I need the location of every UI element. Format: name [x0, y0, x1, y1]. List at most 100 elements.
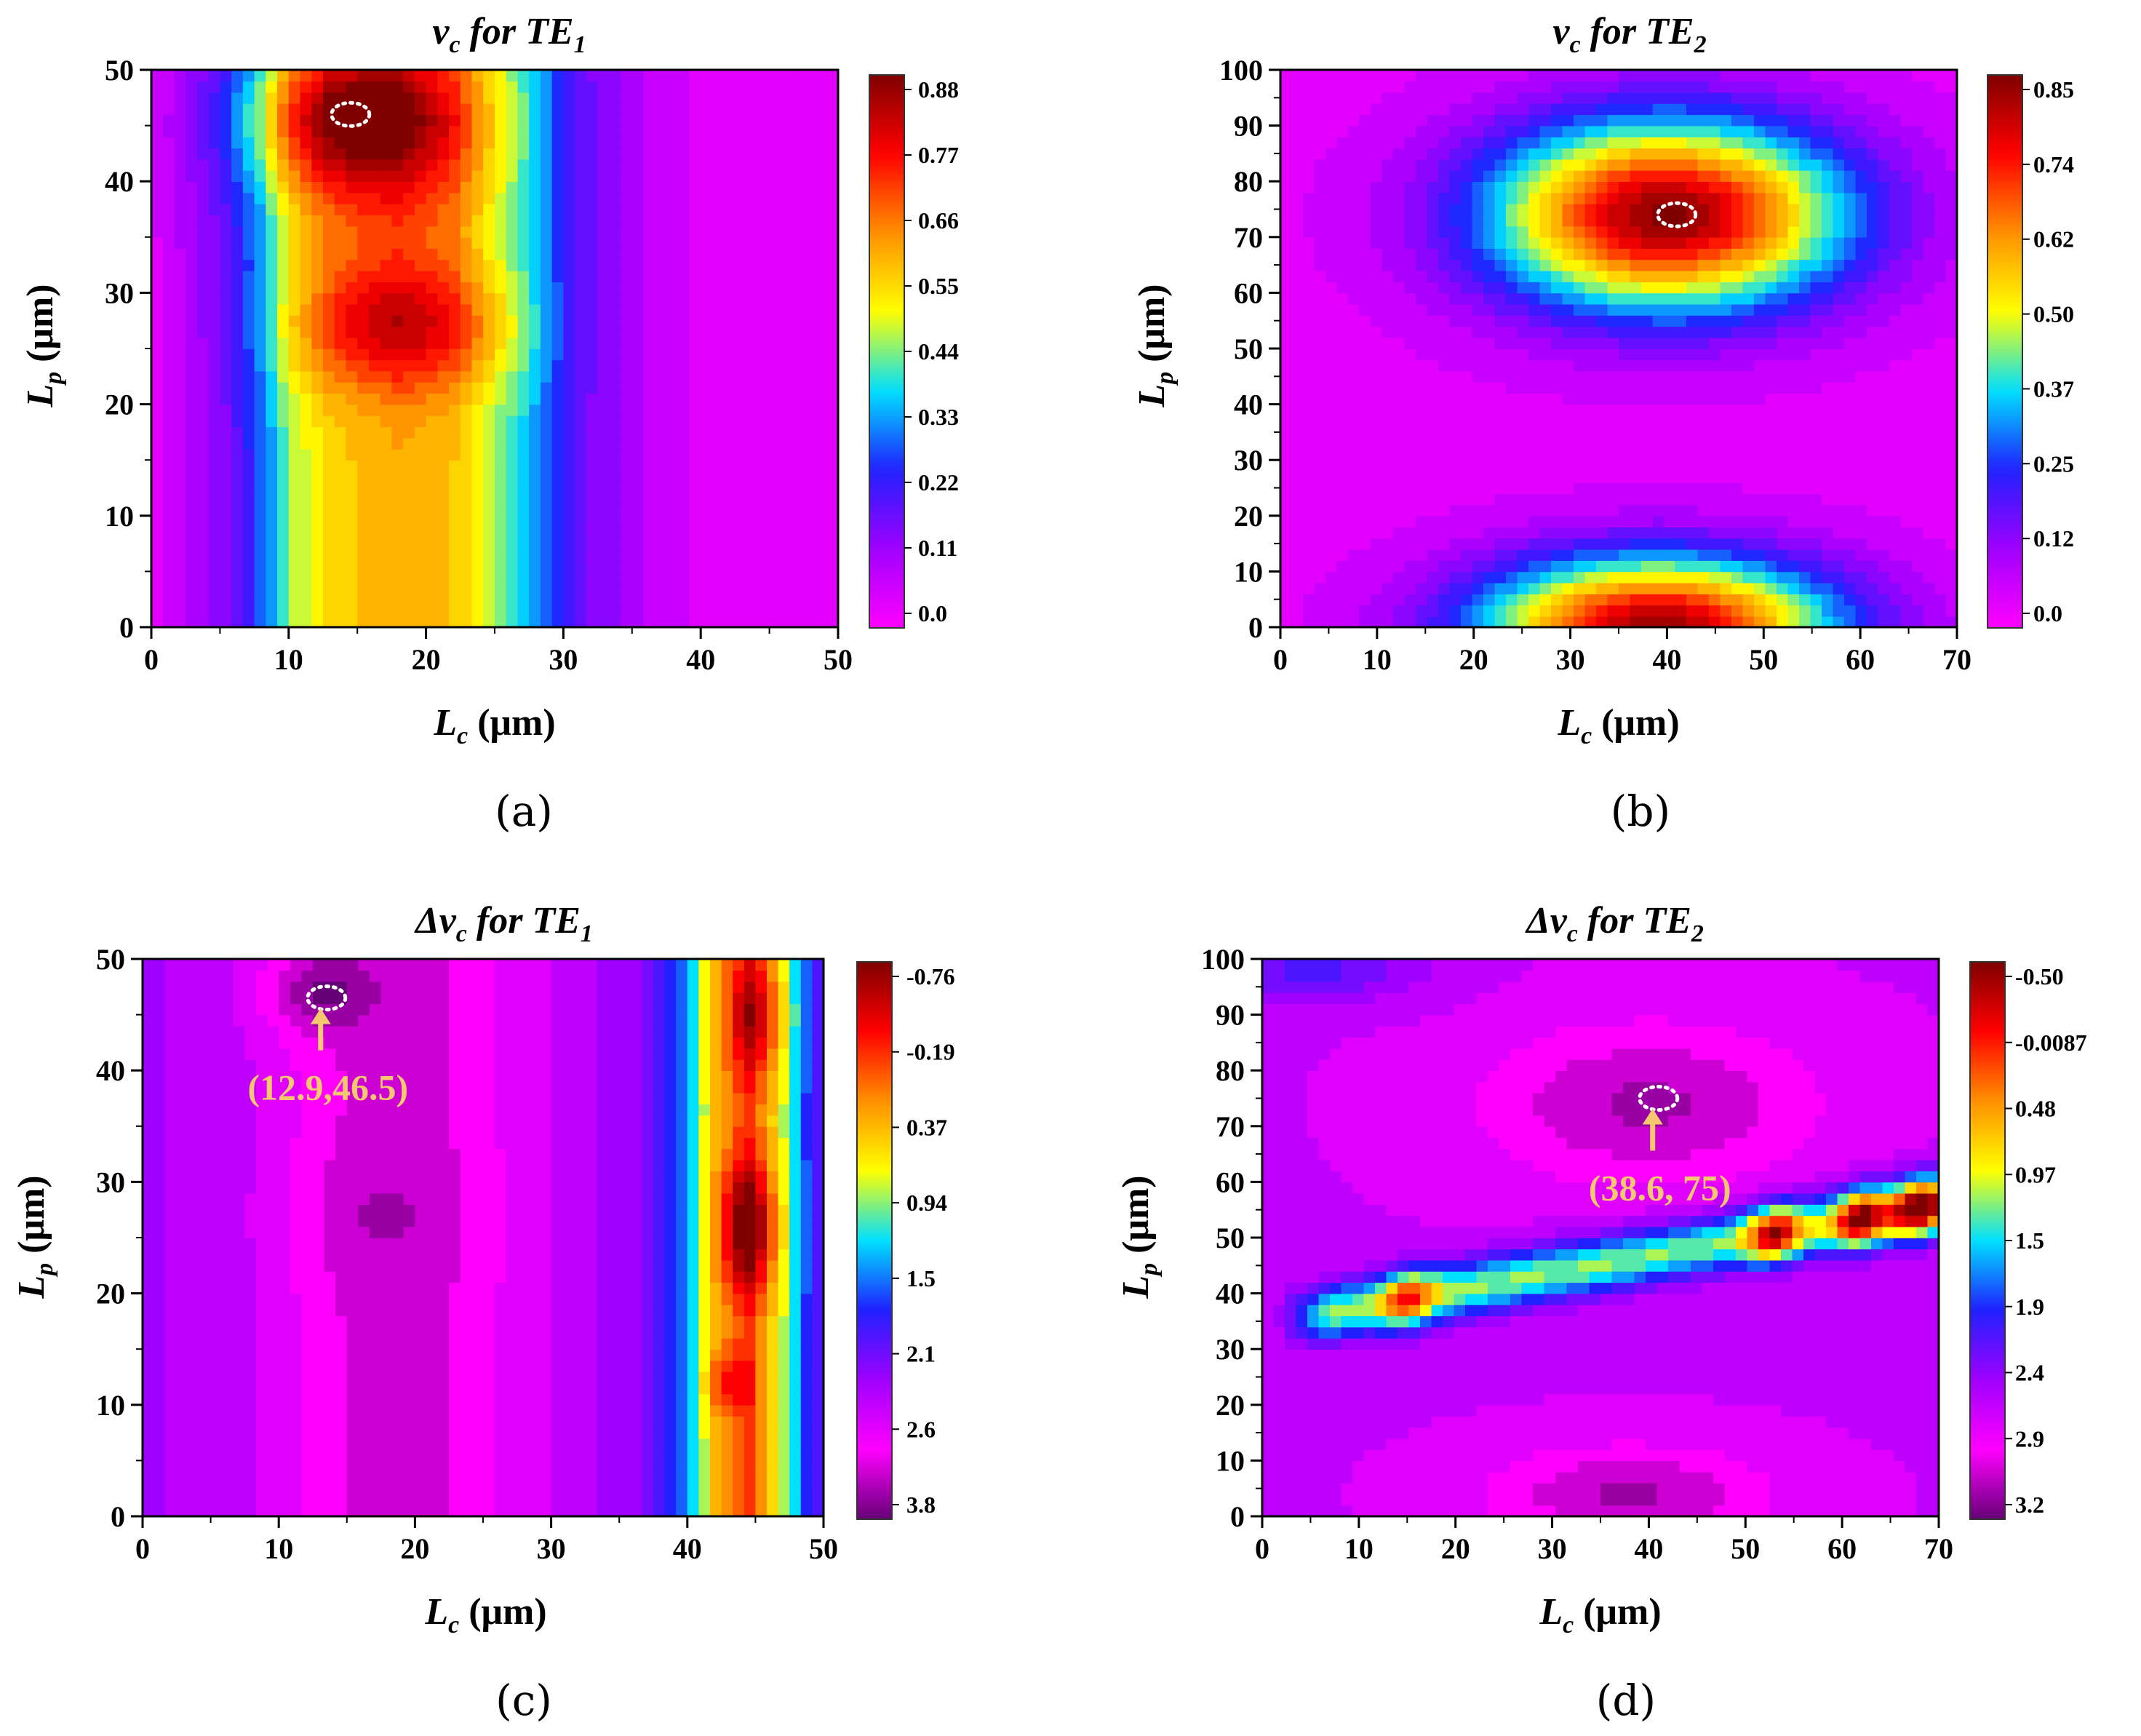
heatmap-cell: [1291, 103, 1304, 116]
heatmap-cell: [563, 270, 575, 282]
heatmap-cell: [1528, 538, 1541, 550]
heatmap-cell: [1619, 549, 1631, 561]
heatmap-cell: [1336, 337, 1349, 349]
heatmap-cell: [1607, 349, 1619, 361]
heatmap-cell: [231, 359, 244, 372]
heatmap-cell: [621, 81, 633, 93]
heatmap-cell: [323, 616, 335, 627]
heatmap-cell: [1607, 515, 1619, 527]
heatmap-cell: [1382, 493, 1394, 506]
heatmap-cell: [368, 326, 381, 338]
heatmap-cell: [483, 393, 495, 405]
heatmap-cell: [220, 493, 232, 506]
heatmap-cell: [437, 594, 450, 606]
heatmap-cell: [711, 236, 725, 249]
heatmap-cell: [701, 393, 713, 405]
heatmap-cell: [1562, 315, 1574, 327]
heatmap-cell: [300, 103, 313, 116]
heatmap-cell: [631, 471, 645, 483]
heatmap-cell: [689, 125, 701, 138]
heatmap-cell: [1336, 349, 1349, 361]
heatmap-cell: [1280, 248, 1293, 260]
heatmap-cell: [1506, 549, 1518, 561]
heatmap-cell: [437, 292, 450, 305]
heatmap-cell: [677, 605, 690, 617]
heatmap-cell: [666, 303, 679, 316]
heatmap-cell: [1584, 437, 1597, 450]
title-a: νc for TE1: [432, 11, 586, 58]
heatmap-cell: [597, 404, 610, 416]
heatmap-cell: [1314, 616, 1326, 627]
heatmap-cell: [1438, 471, 1451, 483]
heatmap-cell: [186, 471, 198, 483]
heatmap-cell: [643, 571, 656, 584]
heatmap-cell: [1517, 538, 1529, 550]
heatmap-cell: [540, 404, 553, 416]
heatmap-cell: [174, 81, 186, 93]
heatmap-cell: [254, 560, 267, 573]
heatmap-cell: [1336, 259, 1349, 271]
heatmap-cell: [196, 326, 210, 338]
heatmap-cell: [403, 426, 415, 439]
heatmap-cell: [1303, 236, 1315, 249]
heatmap-cell: [1697, 448, 1710, 461]
heatmap-cell: [1291, 448, 1304, 461]
heatmap-cell: [757, 605, 770, 617]
heatmap-cell: [1619, 571, 1631, 584]
heatmap-cell: [1607, 159, 1619, 171]
heatmap-cell: [1427, 460, 1439, 472]
heatmap-cell: [288, 527, 301, 539]
heatmap-cell: [735, 303, 747, 316]
heatmap-cell: [403, 538, 415, 550]
heatmap-cell: [586, 236, 599, 249]
heatmap-cell: [1382, 527, 1394, 539]
heatmap-cell: [1348, 538, 1360, 550]
heatmap-cell: [540, 103, 553, 116]
heatmap-cell: [483, 326, 495, 338]
heatmap-cell: [242, 527, 255, 539]
heatmap-cell: [506, 270, 519, 282]
heatmap-cell: [1404, 226, 1416, 238]
heatmap-cell: [266, 136, 278, 149]
heatmap-cell: [792, 70, 805, 82]
heatmap-cell: [826, 192, 838, 204]
heatmap-cell: [666, 393, 679, 405]
heatmap-cell: [162, 493, 175, 506]
heatmap-cell: [471, 560, 485, 573]
heatmap-cell: [631, 270, 645, 282]
heatmap-cell: [1562, 582, 1574, 594]
heatmap-cell: [414, 504, 427, 517]
heatmap-cell: [1596, 582, 1608, 594]
heatmap-cell: [1697, 259, 1710, 271]
heatmap-cell: [1574, 393, 1586, 405]
heatmap-cell: [196, 504, 210, 517]
heatmap-cell: [1303, 226, 1315, 238]
heatmap-cell: [1574, 192, 1586, 204]
heatmap-cell: [1641, 437, 1654, 450]
heatmap-cell: [1483, 437, 1496, 450]
heatmap-cell: [1494, 292, 1507, 305]
heatmap-cell: [1607, 504, 1619, 517]
heatmap-cell: [403, 303, 415, 316]
heatmap-cell: [701, 270, 713, 282]
heatmap-cell: [346, 148, 358, 160]
heatmap-cell: [655, 594, 667, 606]
heatmap-cell: [380, 527, 393, 539]
heatmap-cell: [266, 292, 278, 305]
heatmap-cell: [1641, 326, 1654, 338]
heatmap-cell: [1382, 415, 1394, 428]
heatmap-cell: [677, 203, 690, 215]
heatmap-cell: [288, 326, 301, 338]
heatmap-cell: [196, 103, 210, 116]
heatmap-cell: [1652, 605, 1664, 617]
heatmap-cell: [735, 571, 747, 584]
heatmap-cell: [1393, 103, 1406, 116]
heatmap-cell: [666, 493, 679, 506]
heatmap-cell: [621, 504, 633, 517]
heatmap-cell: [1686, 282, 1699, 294]
heatmap-cell: [1517, 181, 1529, 194]
heatmap-cell: [826, 81, 838, 93]
heatmap-cell: [575, 259, 587, 271]
heatmap-cell: [208, 594, 221, 606]
heatmap-cell: [357, 81, 370, 93]
